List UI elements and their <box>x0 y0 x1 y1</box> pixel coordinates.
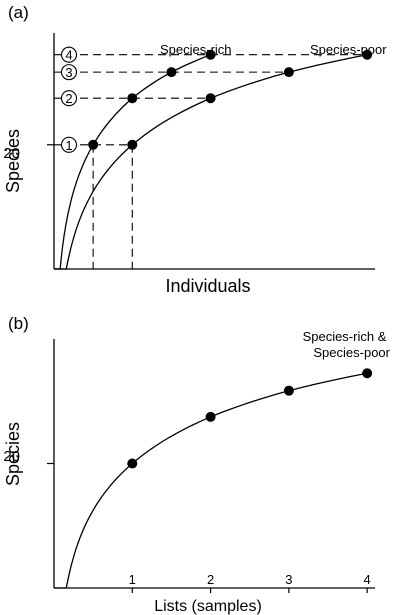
panel-b-curve <box>54 372 368 589</box>
panel-b-x-tick-label-2: 2 <box>207 572 214 587</box>
panel-a-y-tick-label: 20 <box>3 145 20 162</box>
panel-b-x-tick-label-1: 1 <box>129 572 136 587</box>
panel-b-point-3 <box>283 385 294 396</box>
panel-b-y-tick-label: 20 <box>3 448 20 465</box>
panel-a-point-rich-2 <box>127 93 138 104</box>
panel-b-point-2 <box>205 411 216 422</box>
panel-b-point-4 <box>362 368 373 379</box>
panel-b-y-axis-label: Species <box>3 422 23 486</box>
panel-b-x-tick-label-3: 3 <box>285 572 292 587</box>
panel-b-series-label: Species-rich & Species-poor <box>303 329 391 360</box>
panel-a-curve-poor <box>54 54 368 270</box>
level-marker-4 <box>60 46 78 63</box>
panel-a-point-poor-1 <box>127 139 138 150</box>
panel-a-point-rich-4 <box>205 49 216 60</box>
panel-b: (b) 20 Lists (samples) Species Species-r… <box>3 314 391 615</box>
panel-a-point-poor-3 <box>283 67 294 78</box>
level-marker-label-4: 4 <box>65 48 72 63</box>
panel-a-y-axis-label: Species <box>3 129 23 193</box>
panel-a: (a) 20 Individuals Species Species-rich … <box>3 3 387 296</box>
panel-a-label: (a) <box>8 3 29 22</box>
level-marker-3 <box>60 64 78 81</box>
panel-a-point-poor-2 <box>205 93 216 104</box>
panel-b-x-tick-label-4: 4 <box>364 572 371 587</box>
level-marker-label-1: 1 <box>65 138 72 153</box>
panel-b-point-1 <box>127 458 138 469</box>
panel-a-series-label-rich: Species-rich <box>160 42 232 57</box>
level-marker-label-3: 3 <box>65 65 72 80</box>
panel-a-point-rich-1 <box>88 139 99 150</box>
panel-a-point-poor-4 <box>362 49 373 60</box>
panel-b-x-axis-label: Lists (samples) <box>154 598 262 615</box>
panel-a-x-axis-label: Individuals <box>165 276 250 296</box>
level-marker-2 <box>60 90 78 107</box>
panel-a-point-rich-3 <box>166 67 177 78</box>
panel-b-label: (b) <box>8 314 29 333</box>
panel-b-series-label-line1: Species-rich & <box>303 329 387 344</box>
panel-b-series-label-line2: Species-poor <box>313 345 390 360</box>
level-marker-label-2: 2 <box>65 91 72 106</box>
level-marker-1 <box>60 136 78 153</box>
